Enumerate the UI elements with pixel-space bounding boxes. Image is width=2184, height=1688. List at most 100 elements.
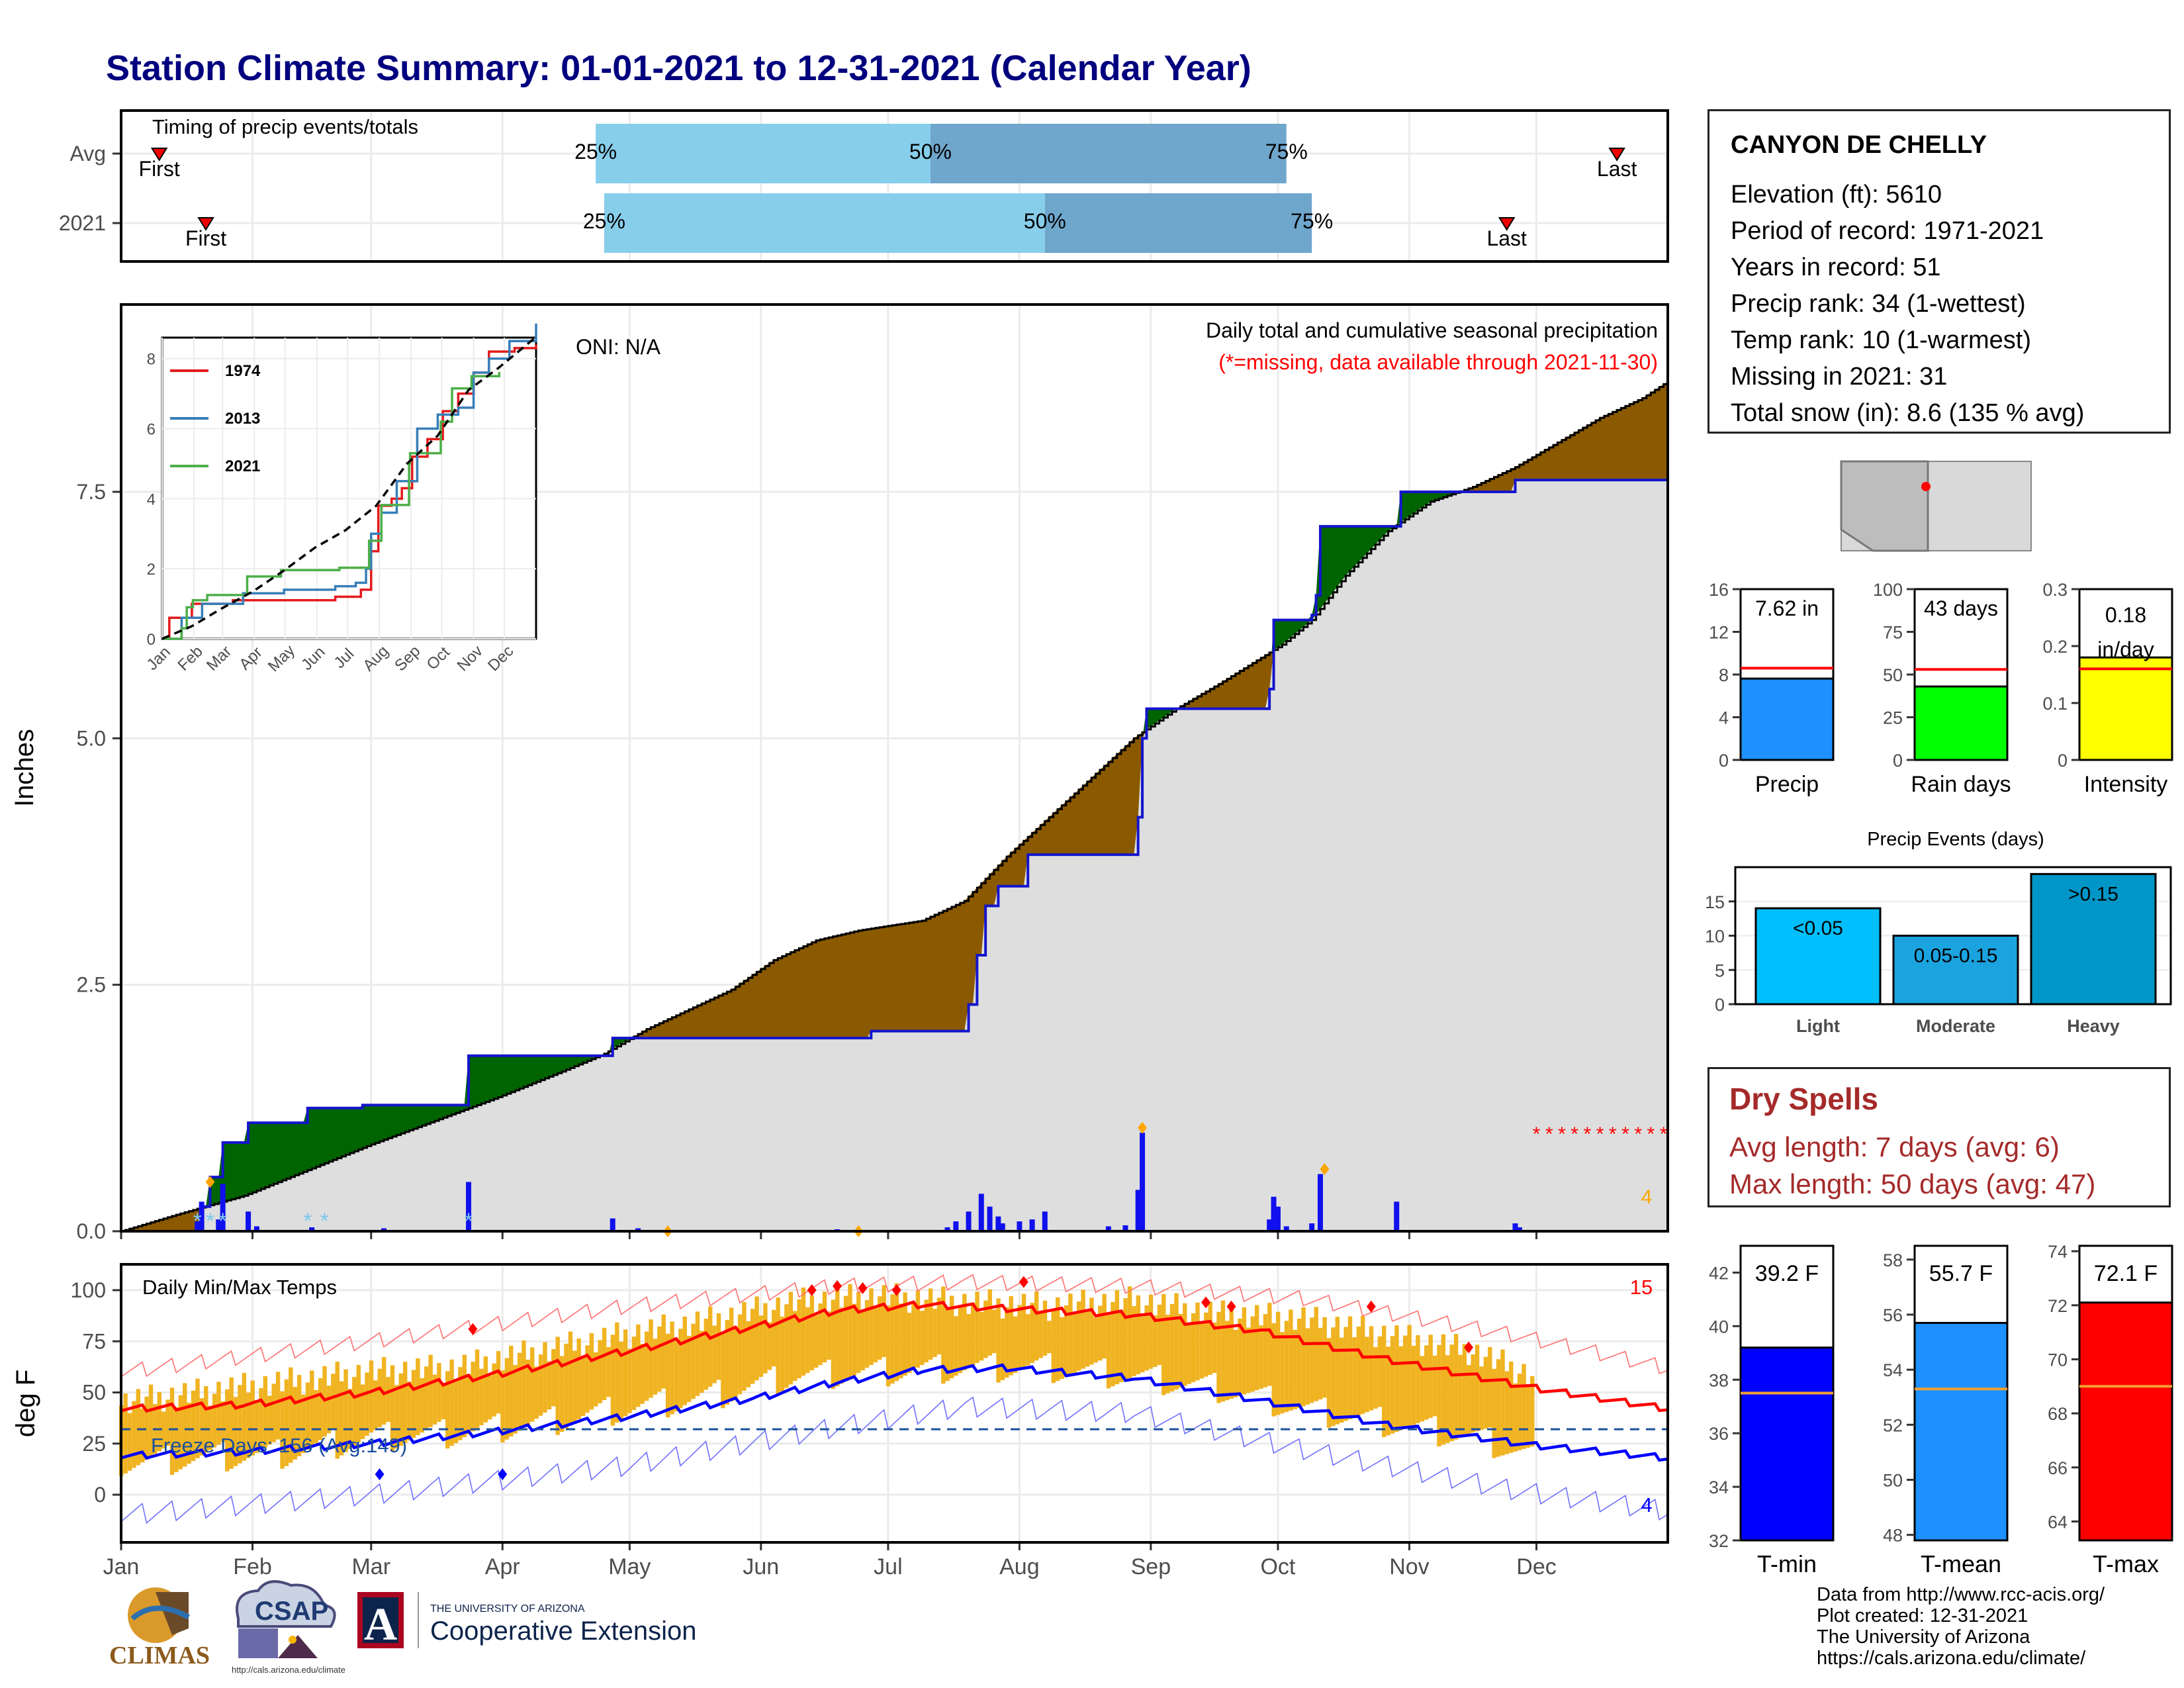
temps-daily-bar-178 bbox=[869, 1288, 874, 1366]
temp-bars-value-label-1: 55.7 F bbox=[1929, 1261, 1993, 1286]
temps-daily-bar-174 bbox=[852, 1303, 857, 1376]
temps-daily-bar-10 bbox=[157, 1391, 162, 1452]
temps-xtick-label-Jul: Jul bbox=[874, 1554, 902, 1579]
precip-bars-label-2: Intensity bbox=[2084, 772, 2168, 797]
precip-bars-bar-0 bbox=[1739, 677, 1835, 761]
precip-daily-bar-18 bbox=[999, 1223, 1005, 1231]
temps-daily-bar-315 bbox=[1449, 1344, 1454, 1442]
temps-daily-bar-218 bbox=[1038, 1311, 1043, 1358]
temp-bars-ytick-label-1-5: 58 bbox=[1883, 1250, 1903, 1270]
temp-bars-ytick-label-0-3: 38 bbox=[1709, 1370, 1729, 1390]
precip-record-marker-3 bbox=[1138, 1121, 1148, 1134]
temps-daily-bar-118 bbox=[615, 1322, 619, 1423]
station-years: Years in record: 51 bbox=[1731, 254, 1941, 281]
temps-daily-bar-143 bbox=[721, 1332, 725, 1409]
logos: CLIMAS CSAP http://cals.arizona.edu/clim… bbox=[109, 1580, 696, 1675]
temps-xtick-label-Apr: Apr bbox=[485, 1554, 520, 1579]
temps-daily-bar-32 bbox=[250, 1380, 255, 1456]
precip-daily-bar-34 bbox=[1516, 1227, 1522, 1231]
temps-ytick-label-2: 50 bbox=[82, 1381, 106, 1405]
temps-daily-bar-119 bbox=[619, 1341, 623, 1420]
temps-record-high-marker-6 bbox=[1201, 1296, 1211, 1309]
precip-daily-bar-29 bbox=[1283, 1226, 1289, 1231]
temps-daily-bar-109 bbox=[576, 1338, 581, 1419]
events-bar-moderate bbox=[1892, 935, 2019, 1006]
precip-ytick-label-3: 7.5 bbox=[77, 480, 106, 504]
temps-daily-bar-300 bbox=[1386, 1346, 1390, 1436]
precip-daily-bar-14 bbox=[966, 1211, 972, 1231]
inset-ytick-label-1: 2 bbox=[147, 561, 156, 579]
temp-bars-ytick-label-0-4: 40 bbox=[1709, 1317, 1729, 1336]
inset-ytick-label-0: 0 bbox=[147, 631, 156, 649]
temps-daily-bar-229 bbox=[1085, 1309, 1090, 1367]
station-precip-rank: Precip rank: 34 (1-wettest) bbox=[1731, 290, 2026, 318]
temps-daily-bar-15 bbox=[178, 1395, 183, 1470]
precip-missing-count: 4 bbox=[1641, 1186, 1653, 1208]
temps-ytick-label-4: 100 bbox=[71, 1278, 106, 1302]
temps-daily-bar-244 bbox=[1148, 1294, 1154, 1369]
temps-daily-bar-157 bbox=[780, 1317, 785, 1391]
temps-daily-bar-79 bbox=[449, 1359, 454, 1446]
temp-bars-value-label-2: 72.1 F bbox=[2094, 1261, 2158, 1286]
station-period: Period of record: 1971-2021 bbox=[1731, 217, 2044, 245]
timing-first-marker-Avg bbox=[150, 148, 168, 162]
credits: Data from http://www.rcc-acis.org/ Plot … bbox=[1817, 1584, 2105, 1669]
temps-daily-bar-257 bbox=[1204, 1312, 1208, 1377]
temps-daily-bar-67 bbox=[398, 1373, 403, 1446]
temps-daily-bar-127 bbox=[653, 1338, 658, 1395]
temps-record-high-marker-2 bbox=[833, 1280, 842, 1292]
temps-daily-bar-328 bbox=[1504, 1371, 1510, 1454]
precip-daily-bar-3 bbox=[220, 1184, 226, 1231]
temps-daily-bar-95 bbox=[517, 1352, 522, 1431]
locator-map-arizona bbox=[1840, 460, 1929, 552]
temps-daily-bar-301 bbox=[1390, 1336, 1395, 1434]
temps-daily-bar-140 bbox=[707, 1306, 713, 1387]
temps-daily-bar-304 bbox=[1403, 1335, 1408, 1429]
temps-daily-bar-87 bbox=[483, 1356, 488, 1423]
temps-xtick-label-Dec: Dec bbox=[1516, 1554, 1556, 1579]
temps-daily-bar-267 bbox=[1246, 1327, 1251, 1393]
temps-daily-bar-242 bbox=[1140, 1316, 1145, 1373]
temp-bars-ytick-label-1-3: 54 bbox=[1883, 1360, 1903, 1380]
temps-daily-bar-248 bbox=[1165, 1315, 1170, 1393]
precip-daily-bar-2 bbox=[216, 1219, 222, 1231]
precip-bars-ytick-label-0-2: 8 bbox=[1719, 665, 1729, 685]
temps-daily-bar-273 bbox=[1271, 1323, 1276, 1417]
temps-daily-bar-324 bbox=[1488, 1346, 1492, 1428]
temps-daily-bar-173 bbox=[848, 1284, 852, 1379]
temps-daily-bar-124 bbox=[640, 1343, 645, 1404]
precip-daily-bar-4 bbox=[246, 1211, 251, 1231]
temps-daily-bar-80 bbox=[453, 1379, 459, 1444]
locator-map bbox=[1840, 460, 2032, 552]
temps-daily-bar-151 bbox=[754, 1296, 759, 1381]
temps-daily-bar-134 bbox=[682, 1316, 687, 1405]
temps-daily-bar-187 bbox=[907, 1313, 912, 1374]
temps-daily-bar-177 bbox=[864, 1299, 870, 1368]
inset-ytick-label-3: 6 bbox=[147, 421, 156, 439]
temps-daily-bar-11 bbox=[161, 1411, 166, 1449]
temps-daily-bar-234 bbox=[1106, 1313, 1111, 1389]
temps-daily-bar-186 bbox=[903, 1292, 907, 1376]
temps-daily-bar-36 bbox=[267, 1395, 272, 1445]
temps-ylabel: deg F bbox=[11, 1370, 40, 1437]
temps-daily-bar-318 bbox=[1462, 1344, 1467, 1436]
temps-daily-bar-48 bbox=[318, 1378, 323, 1440]
temps-daily-bar-114 bbox=[598, 1340, 602, 1403]
precip-daily-bar-10 bbox=[635, 1228, 641, 1231]
precip-subtitle: (*=missing, data available through 2021-… bbox=[1218, 350, 1658, 374]
temps-daily-bar-29 bbox=[238, 1385, 242, 1464]
credit-university: The University of Arizona bbox=[1817, 1626, 2030, 1648]
temps-daily-bar-3 bbox=[127, 1413, 132, 1471]
temps-daily-bar-30 bbox=[242, 1373, 247, 1461]
temps-daily-bar-210 bbox=[1005, 1307, 1009, 1378]
temps-daily-bar-16 bbox=[183, 1383, 187, 1467]
temps-daily-bar-146 bbox=[733, 1327, 738, 1398]
temps-daily-bar-38 bbox=[275, 1372, 281, 1440]
temps-daily-bar-220 bbox=[1047, 1321, 1052, 1354]
temps-average-max-line bbox=[120, 1300, 1668, 1413]
temps-daily-bar-144 bbox=[725, 1320, 729, 1405]
temps-daily-bar-333 bbox=[1525, 1385, 1531, 1448]
temps-daily-bar-132 bbox=[674, 1340, 679, 1411]
temps-daily-bar-7 bbox=[144, 1396, 149, 1460]
timing-last-marker-2021 bbox=[1498, 217, 1516, 231]
